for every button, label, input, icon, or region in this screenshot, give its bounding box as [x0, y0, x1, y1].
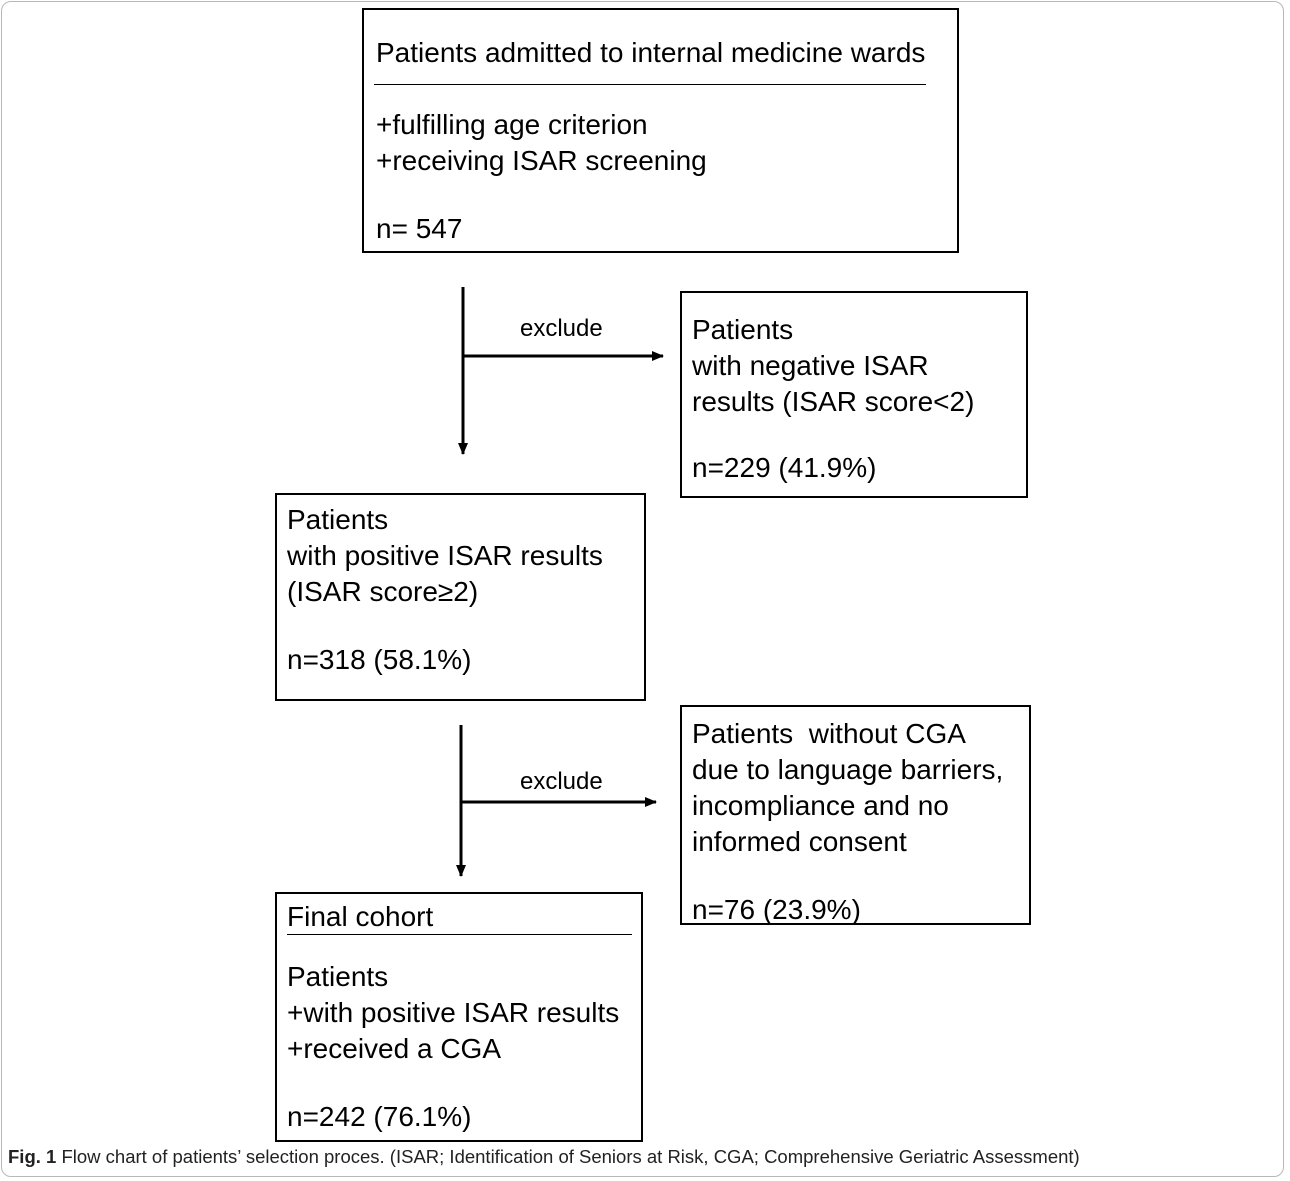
positive-isar-box: Patients with positive ISAR results (ISA… [275, 493, 646, 701]
admitted-line-1: +fulfilling age criterion [376, 109, 648, 140]
positive-count: n=318 (58.1%) [287, 644, 472, 675]
no-cga-line-2: due to language barriers, [692, 754, 1004, 785]
final-line-3: +received a CGA [287, 1033, 501, 1064]
final-title: Final cohort [287, 901, 434, 932]
final-line-1: Patients [287, 961, 389, 992]
admitted-title: Patients admitted to internal medicine w… [376, 37, 926, 68]
no-cga-line-3: incompliance and no [692, 790, 949, 821]
positive-line-2: with positive ISAR results [287, 540, 603, 571]
negative-count: n=229 (41.9%) [692, 452, 877, 483]
figure-caption: Fig. 1 Flow chart of patients’ selection… [8, 1146, 1080, 1168]
no-cga-line-1: Patients without CGA [692, 718, 966, 749]
caption-text: Flow chart of patients’ selection proces… [56, 1146, 1080, 1167]
final-title-rule [287, 934, 632, 935]
negative-isar-box: Patients with negative ISAR results (ISA… [680, 291, 1028, 498]
negative-line-1: Patients [692, 314, 794, 345]
admitted-line-2: +receiving ISAR screening [376, 145, 707, 176]
admitted-count: n= 547 [376, 213, 463, 244]
negative-line-3: results (ISAR score<2) [692, 386, 975, 417]
final-count: n=242 (76.1%) [287, 1101, 472, 1132]
caption-label: Fig. 1 [8, 1146, 57, 1167]
no-cga-count: n=76 (23.9%) [692, 894, 861, 925]
admitted-box: Patients admitted to internal medicine w… [362, 8, 959, 253]
no-cga-line-4: informed consent [692, 826, 907, 857]
no-cga-box: Patients without CGA due to language bar… [680, 705, 1031, 925]
exclude-label-1: exclude [520, 315, 603, 342]
exclude-label-2: exclude [520, 768, 603, 795]
final-cohort-box: Final cohort Patients +with positive ISA… [275, 892, 643, 1142]
final-line-2: +with positive ISAR results [287, 997, 620, 1028]
positive-line-1: Patients [287, 504, 389, 535]
admitted-title-rule [374, 84, 926, 85]
negative-line-2: with negative ISAR [692, 350, 929, 381]
positive-line-3: (ISAR score≥2) [287, 576, 479, 607]
